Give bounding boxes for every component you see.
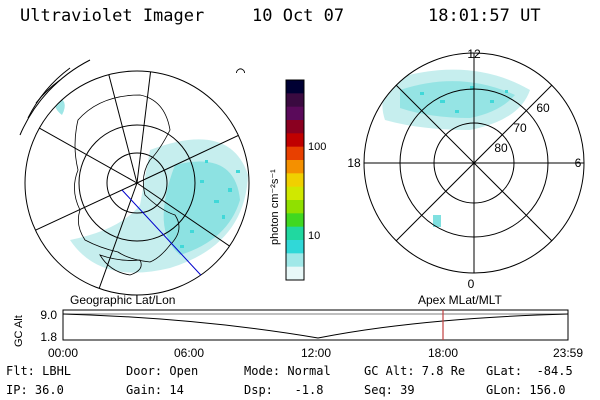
timeline-xtick: 06:00 xyxy=(174,346,204,360)
right-map-label: Apex MLat/MLT xyxy=(418,293,502,307)
colorbar-frame xyxy=(285,79,305,281)
timeline-xtick: 12:00 xyxy=(301,346,331,360)
right-grid xyxy=(363,52,585,274)
colorbar-segment xyxy=(286,120,304,134)
mlt-label-right: 6 xyxy=(575,156,582,170)
info-ip: IP: 36.0 xyxy=(6,383,64,397)
colorbar-segment xyxy=(286,200,304,214)
info-mode: Mode: Normal xyxy=(244,364,331,378)
info-door: Door: Open xyxy=(126,364,199,378)
lat-label-70: 70 xyxy=(513,121,527,135)
left-aurora-emission xyxy=(54,95,248,273)
info-seq: Seq: 39 xyxy=(364,383,415,397)
lat-label-60: 60 xyxy=(536,101,550,115)
coastlines xyxy=(74,94,180,276)
colorbar-tick-10: 10 xyxy=(308,230,320,242)
colorbar-segment xyxy=(286,146,304,161)
timeline-ylabel: GC Alt xyxy=(13,315,25,347)
colorbar-segment xyxy=(286,226,304,241)
left-map-label: Geographic Lat/Lon xyxy=(70,293,175,307)
timeline-ytick-bottom: 1.8 xyxy=(40,330,57,344)
time-label: 18:01:57 UT xyxy=(428,6,541,26)
timeline-ytick-top: 9.0 xyxy=(40,308,57,322)
mlt-label-bottom: 0 xyxy=(468,277,475,291)
colorbar-segment xyxy=(286,173,304,188)
mlt-label-top: 12 xyxy=(467,47,481,61)
colorbar-segment xyxy=(286,240,304,254)
magnetic-map xyxy=(363,52,585,274)
app-title: Ultraviolet Imager xyxy=(20,6,205,26)
info-glat: GLat: -84.5 xyxy=(486,364,573,378)
colorbar-segment xyxy=(286,133,304,148)
colorbar-segment xyxy=(286,266,304,281)
colorbar-segment xyxy=(286,106,304,121)
colorbar-tick-100: 100 xyxy=(308,141,326,153)
colorbar-segment xyxy=(286,253,304,268)
colorbar-segment xyxy=(286,93,304,108)
timeline-xtick: 18:00 xyxy=(428,346,458,360)
altitude-timeline xyxy=(62,309,569,341)
colorbar-segment xyxy=(286,213,304,228)
date-label: 10 Oct 07 xyxy=(252,6,345,26)
colorbar-segment xyxy=(286,160,304,174)
timeline-xtick: 23:59 xyxy=(553,346,583,360)
lat-label-80: 80 xyxy=(494,141,508,155)
colorbar xyxy=(286,80,304,281)
geographic-map xyxy=(19,59,250,296)
info-dsp: Dsp: -1.8 xyxy=(244,383,324,397)
colorbar-segment xyxy=(286,186,304,201)
mlt-label-left: 18 xyxy=(347,156,361,170)
info-flt: Flt: LBHL xyxy=(6,364,72,378)
colorbar-unit-label: photon cm⁻²s⁻¹ xyxy=(269,169,281,245)
info-gc-alt: GC Alt: 7.8 Re xyxy=(364,364,466,378)
satellite-track xyxy=(121,189,211,286)
left-corner-glyph: ⌒ xyxy=(236,62,245,80)
colorbar-segment xyxy=(286,80,304,94)
info-gain: Gain: 14 xyxy=(126,383,184,397)
timeline-xtick: 00:00 xyxy=(48,346,78,360)
outer-lat-arcs xyxy=(19,59,91,136)
info-glon: GLon: 156.0 xyxy=(486,383,566,397)
